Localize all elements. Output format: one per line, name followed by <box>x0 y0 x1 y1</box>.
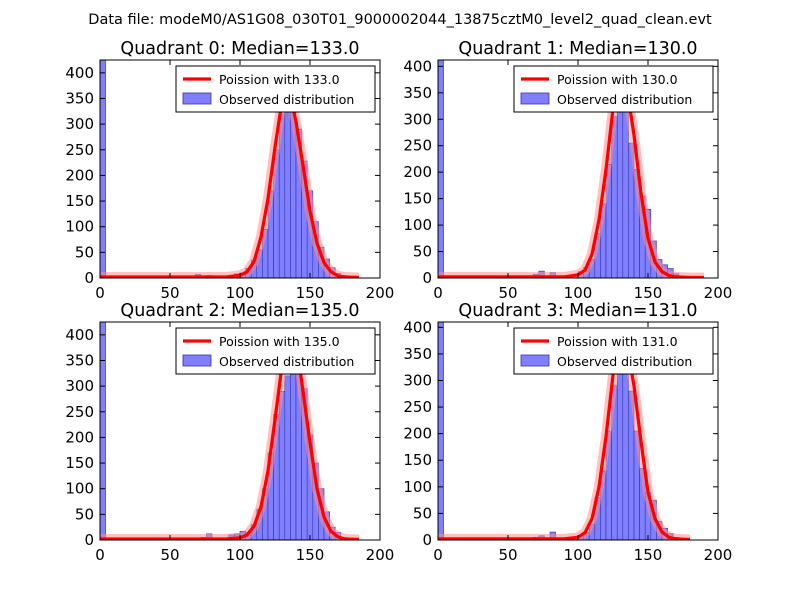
legend: Poission with 130.0 Observed distribution <box>513 65 714 113</box>
x-tick-label: 150 <box>634 284 663 302</box>
poisson-curve <box>100 86 360 278</box>
legend-histogram-swatch <box>182 354 212 367</box>
y-tick-label: 300 <box>403 371 432 389</box>
y-tick-label: 300 <box>65 377 94 395</box>
x-tick-label: 150 <box>296 546 325 564</box>
y-tick-label: 250 <box>403 398 432 416</box>
legend-poisson-label: Poission with 130.0 <box>557 72 678 87</box>
legend: Poission with 133.0 Observed distribution <box>175 65 376 113</box>
y-tick-label: 250 <box>403 137 432 155</box>
y-tick-label: 200 <box>65 428 94 446</box>
panel-title: Quadrant 3: Median=131.0 <box>458 301 697 321</box>
quadrant-panel-2: Quadrant 2: Median=135.0 0 50 100 150 200 0 50 1… <box>65 301 394 564</box>
quadrant-panel-1: Quadrant 1: Median=130.0 0 50 100 150 200 0 50 1… <box>403 39 732 302</box>
histogram-bar <box>100 322 106 540</box>
quadrant-panels: Quadrant 0: Median=133.0 0 50 100 150 200 0 50 1… <box>65 39 732 564</box>
legend-histogram-swatch <box>182 92 212 105</box>
y-tick-label: 150 <box>65 454 94 472</box>
histogram-bar <box>284 375 291 540</box>
panel-title: Quadrant 2: Median=135.0 <box>120 301 359 321</box>
legend-poisson-label: Poission with 131.0 <box>557 334 678 349</box>
y-tick-label: 350 <box>65 351 94 369</box>
y-tick-label: 350 <box>403 84 432 102</box>
x-tick-label: 50 <box>160 546 179 564</box>
x-tick-label: 150 <box>634 546 663 564</box>
legend-observed-label: Observed distribution <box>219 354 354 369</box>
y-tick-label: 50 <box>75 243 94 261</box>
x-tick-label: 0 <box>433 546 443 564</box>
y-tick-label: 350 <box>403 345 432 363</box>
plot-area <box>100 60 360 278</box>
histogram-bar <box>100 60 106 278</box>
x-tick-label: 50 <box>498 284 517 302</box>
figure-suptitle: Data file: modeM0/AS1G08_030T01_90000020… <box>88 12 712 28</box>
y-tick-label: 200 <box>65 166 94 184</box>
legend-histogram-swatch <box>520 92 550 105</box>
y-tick-label: 50 <box>413 243 432 261</box>
legend: Poission with 131.0 Observed distribution <box>513 327 714 375</box>
quadrant-panel-3: Quadrant 3: Median=131.0 0 50 100 150 200 0 50 1… <box>403 301 732 564</box>
y-tick-label: 0 <box>422 531 432 549</box>
x-tick-label: 150 <box>296 284 325 302</box>
x-tick-label: 100 <box>564 546 593 564</box>
y-tick-label: 300 <box>65 115 94 133</box>
y-tick-label: 100 <box>403 216 432 234</box>
y-tick-label: 0 <box>84 531 94 549</box>
x-tick-label: 50 <box>160 284 179 302</box>
y-tick-label: 400 <box>65 64 94 82</box>
legend-histogram-swatch <box>520 354 550 367</box>
histogram-bar <box>438 60 444 278</box>
legend-observed-label: Observed distribution <box>557 354 692 369</box>
legend: Poission with 135.0 Observed distribution <box>175 327 376 375</box>
y-tick-label: 250 <box>65 403 94 421</box>
histogram-bar <box>622 103 629 278</box>
x-tick-label: 200 <box>366 546 395 564</box>
x-tick-label: 200 <box>704 546 733 564</box>
quadrant-panel-0: Quadrant 0: Median=133.0 0 50 100 150 200 0 50 1… <box>65 39 394 302</box>
y-tick-label: 50 <box>75 505 94 523</box>
x-tick-label: 100 <box>226 546 255 564</box>
histogram-bar <box>438 322 444 540</box>
y-tick-label: 200 <box>403 163 432 181</box>
x-tick-label: 50 <box>498 546 517 564</box>
y-tick-label: 350 <box>65 89 94 107</box>
legend-observed-label: Observed distribution <box>219 92 354 107</box>
y-tick-label: 400 <box>65 326 94 344</box>
y-tick-label: 250 <box>65 141 94 159</box>
y-tick-label: 200 <box>403 425 432 443</box>
panel-title: Quadrant 1: Median=130.0 <box>458 39 697 59</box>
x-tick-label: 200 <box>366 284 395 302</box>
y-tick-label: 150 <box>65 192 94 210</box>
panel-title: Quadrant 0: Median=133.0 <box>120 39 359 59</box>
plot-area <box>100 322 360 540</box>
x-tick-label: 0 <box>95 546 105 564</box>
legend-observed-label: Observed distribution <box>557 92 692 107</box>
y-tick-label: 400 <box>403 57 432 75</box>
y-tick-label: 400 <box>403 318 432 336</box>
y-tick-label: 100 <box>65 480 94 498</box>
legend-poisson-label: Poission with 135.0 <box>219 334 340 349</box>
y-tick-label: 100 <box>65 218 94 236</box>
y-tick-label: 150 <box>403 190 432 208</box>
x-tick-label: 100 <box>564 284 593 302</box>
y-tick-label: 50 <box>413 504 432 522</box>
legend-poisson-label: Poission with 133.0 <box>219 72 340 87</box>
y-tick-label: 150 <box>403 451 432 469</box>
x-tick-label: 0 <box>95 284 105 302</box>
x-tick-label: 0 <box>433 284 443 302</box>
x-tick-label: 200 <box>704 284 733 302</box>
y-tick-label: 0 <box>422 269 432 287</box>
x-tick-label: 100 <box>226 284 255 302</box>
y-tick-label: 100 <box>403 478 432 496</box>
y-tick-label: 300 <box>403 110 432 128</box>
y-tick-label: 0 <box>84 269 94 287</box>
